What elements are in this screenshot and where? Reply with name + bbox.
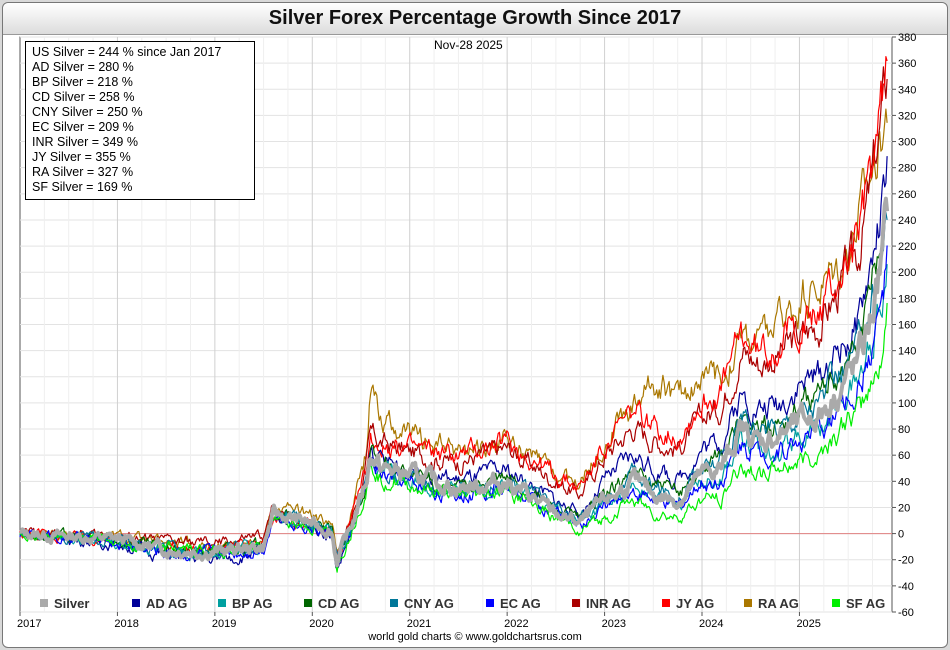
legend-item: Silver	[40, 595, 132, 611]
legend-label: CNY AG	[404, 595, 454, 611]
legend-swatch	[744, 599, 752, 607]
legend-item: SF AG	[832, 595, 902, 611]
y-tick-label: 280	[898, 163, 916, 175]
y-tick-label: 320	[898, 110, 916, 122]
legend-label: SF AG	[846, 595, 886, 611]
summary-line-ra: RA Silver = 327 %	[32, 165, 134, 179]
legend-item: CNY AG	[390, 595, 486, 611]
y-tick-label: 60	[898, 450, 910, 462]
legend-swatch	[572, 599, 580, 607]
legend-swatch	[486, 599, 494, 607]
legend-item: AD AG	[132, 595, 218, 611]
series-line-ra-ag	[19, 108, 888, 554]
y-tick-label: 180	[898, 293, 916, 305]
x-tick-label: 2022	[504, 618, 528, 630]
summary-line-cd: CD Silver = 258 %	[32, 90, 135, 104]
y-tick-label: 260	[898, 189, 916, 201]
series-line-silver	[19, 196, 890, 568]
legend-item: RA AG	[744, 595, 832, 611]
legend-item: JY AG	[662, 595, 744, 611]
summary-line-us: US Silver = 244 % since Jan 2017	[32, 45, 222, 59]
y-tick-label: 220	[898, 241, 916, 253]
legend-swatch	[218, 599, 226, 607]
legend-item: CD AG	[304, 595, 390, 611]
legend-swatch	[390, 599, 398, 607]
y-tick-label: 140	[898, 346, 916, 358]
legend-label: BP AG	[232, 595, 273, 611]
legend-item: INR AG	[572, 595, 662, 611]
summary-line-inr: INR Silver = 349 %	[32, 135, 138, 149]
legend-label: AD AG	[146, 595, 188, 611]
y-tick-label: -60	[898, 607, 914, 619]
x-tick-label: 2019	[212, 618, 236, 630]
summary-line-jy: JY Silver = 355 %	[32, 150, 131, 164]
y-tick-label: -40	[898, 581, 914, 593]
y-tick-label: 360	[898, 58, 916, 70]
y-tick-label: 20	[898, 502, 910, 514]
legend: Silver AD AG BP AG CD AG CNY AG EC AG INR AG JY…	[40, 595, 902, 611]
legend-label: JY AG	[676, 595, 715, 611]
summary-line-cny: CNY Silver = 250 %	[32, 105, 143, 119]
legend-swatch	[662, 599, 670, 607]
summary-line-sf: SF Silver = 169 %	[32, 180, 133, 194]
x-tick-label: 2023	[602, 618, 626, 630]
legend-label: CD AG	[318, 595, 360, 611]
y-tick-label: 100	[898, 398, 916, 410]
y-tick-label: 340	[898, 84, 916, 96]
x-tick-label: 2018	[114, 618, 138, 630]
y-tick-label: 0	[898, 529, 904, 541]
x-tick-label: 2017	[17, 618, 41, 630]
legend-swatch	[132, 599, 140, 607]
summary-line-ec: EC Silver = 209 %	[32, 120, 134, 134]
credit-text: world gold charts © www.goldchartsrus.co…	[368, 631, 582, 643]
summary-box: US Silver = 244 % since Jan 2017 AD Silv…	[25, 41, 255, 200]
legend-label: EC AG	[500, 595, 541, 611]
y-tick-label: 380	[898, 32, 916, 44]
legend-label: INR AG	[586, 595, 632, 611]
y-tick-label: 120	[898, 372, 916, 384]
x-tick-label: 2020	[309, 618, 333, 630]
x-tick-label: 2024	[699, 618, 723, 630]
y-tick-label: 160	[898, 320, 916, 332]
y-tick-label: 240	[898, 215, 916, 227]
legend-swatch	[832, 599, 840, 607]
legend-item: EC AG	[486, 595, 572, 611]
x-tick-label: 2021	[407, 618, 431, 630]
y-tick-label: 200	[898, 267, 916, 279]
legend-label: Silver	[54, 595, 90, 611]
x-tick-label: 2025	[796, 618, 820, 630]
y-tick-label: 300	[898, 137, 916, 149]
legend-item: BP AG	[218, 595, 304, 611]
y-tick-label: 80	[898, 424, 910, 436]
title-bar: Silver Forex Percentage Growth Since 201…	[3, 3, 947, 35]
date-label: Nov-28 2025	[434, 38, 503, 52]
legend-swatch	[40, 599, 48, 607]
y-tick-label: 40	[898, 476, 910, 488]
legend-label: RA AG	[758, 595, 799, 611]
legend-swatch	[304, 599, 312, 607]
summary-line-ad: AD Silver = 280 %	[32, 60, 134, 74]
chart-title: Silver Forex Percentage Growth Since 201…	[268, 7, 682, 29]
y-tick-label: -20	[898, 555, 914, 567]
summary-line-bp: BP Silver = 218 %	[32, 75, 133, 89]
